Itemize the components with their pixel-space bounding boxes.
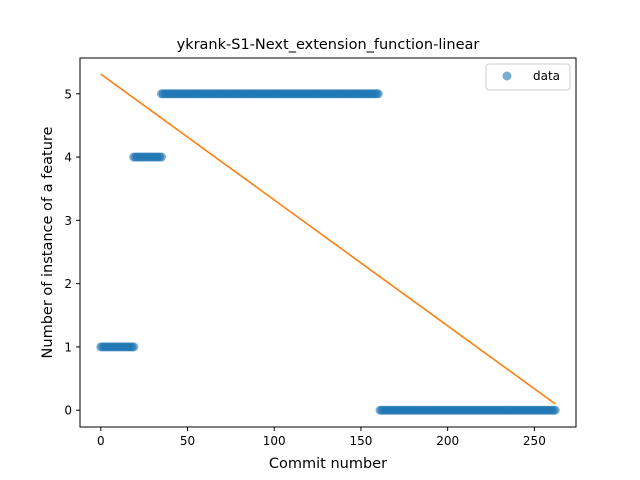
y-tick-label: 3 — [64, 214, 72, 228]
data-point — [157, 152, 167, 162]
x-tick-label: 200 — [436, 434, 459, 448]
y-tick-label: 2 — [64, 277, 72, 291]
y-tick-label: 1 — [64, 340, 72, 354]
x-tick-label: 150 — [349, 434, 372, 448]
data-point — [129, 342, 139, 352]
legend-box — [485, 63, 571, 91]
y-axis-label: Number of instance of a feature — [40, 126, 56, 358]
data-point — [373, 89, 383, 99]
axes-frame — [79, 57, 577, 428]
data-point — [550, 405, 560, 415]
x-tick-label: 0 — [97, 434, 105, 448]
y-tick-label: 5 — [64, 87, 72, 101]
y-tick-label: 0 — [64, 404, 72, 418]
chart-title: ykrank-S1-Next_extension_function-linear — [177, 37, 480, 53]
legend-marker-data — [502, 71, 512, 81]
y-tick-label: 4 — [64, 151, 72, 165]
x-tick-label: 250 — [523, 434, 546, 448]
plot-area — [96, 73, 560, 415]
legend-label-data: data — [533, 69, 560, 83]
x-tick-label: 100 — [263, 434, 286, 448]
x-tick-label: 50 — [180, 434, 195, 448]
axis-ticks: 0 50 100 150 200 250 0 1 2 3 4 5 — [64, 87, 545, 448]
x-axis-label: Commit number — [269, 456, 387, 472]
fit-line — [100, 73, 556, 405]
legend: data — [485, 63, 571, 91]
